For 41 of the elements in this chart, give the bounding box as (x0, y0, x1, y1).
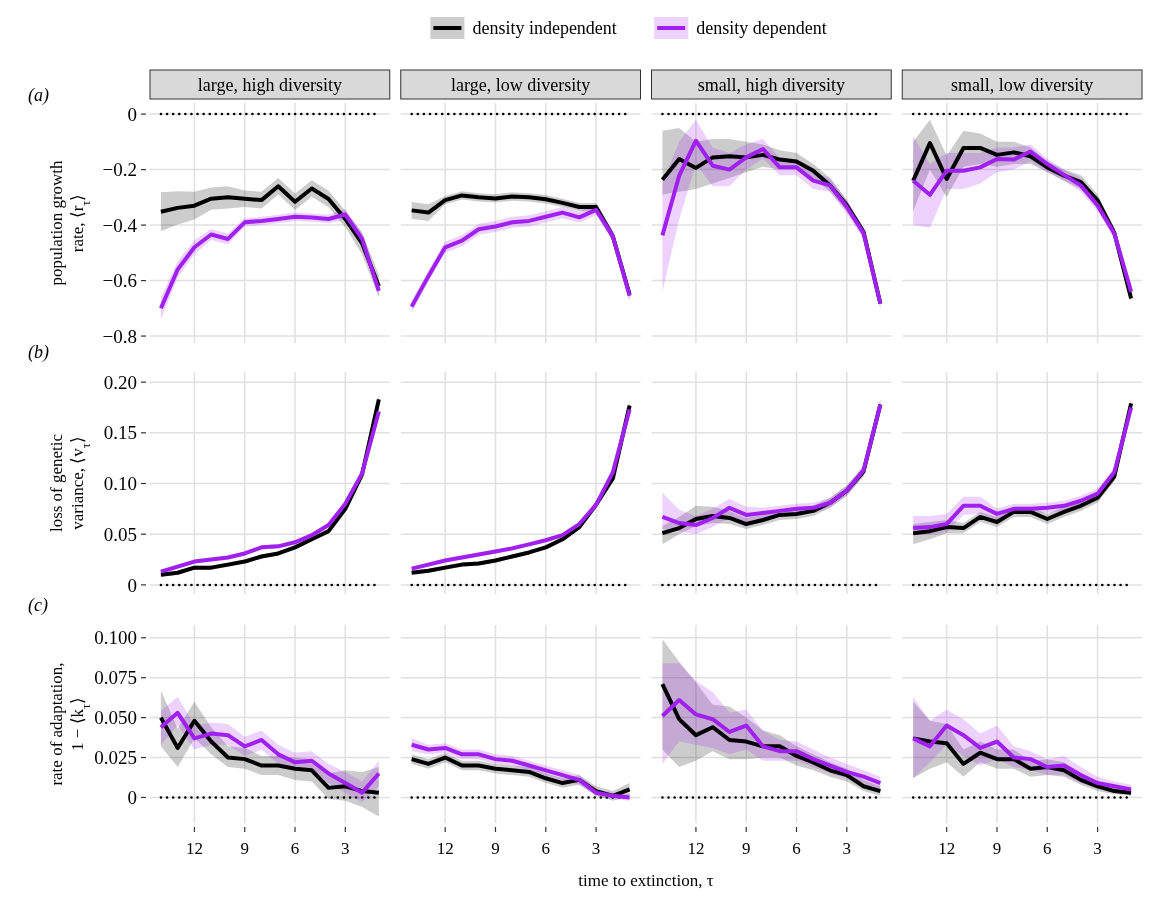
x-tick-label: 3 (842, 839, 852, 858)
text: (b) (28, 342, 49, 363)
y-tick-label: 0.10 (103, 473, 137, 495)
y-tick-label: 0.05 (103, 523, 137, 545)
chart-title: small, low diversity (950, 75, 1094, 95)
y-tick-label: 0.050 (94, 707, 137, 729)
x-tick-label: 3 (341, 839, 350, 858)
y-tick-label: 0 (127, 103, 137, 125)
y-tick-label: −0.4 (102, 214, 138, 236)
y-tick-label: −0.8 (102, 325, 137, 347)
text: (a) (28, 85, 49, 106)
chart-title: large, low diversity (451, 75, 591, 95)
y-tick-label: −0.2 (102, 159, 137, 181)
x-tick-label: 6 (1043, 839, 1052, 858)
text: (c) (28, 595, 48, 616)
x-tick-label: 9 (491, 839, 500, 858)
y-tick-label: 0.075 (94, 667, 137, 689)
x-tick-label: 9 (741, 839, 751, 858)
x-tick-label: 12 (436, 839, 454, 858)
x-tick-label: 9 (992, 839, 1002, 858)
y-tick-label: 0.15 (103, 422, 137, 444)
x-axis-title: time to extinction, τ (578, 871, 714, 890)
y-tick-label: 0 (127, 787, 137, 809)
x-tick-label: 3 (591, 839, 601, 858)
y-tick-label: 0.025 (94, 747, 137, 769)
x-tick-label: 6 (792, 839, 801, 858)
x-tick-label: 6 (290, 839, 300, 858)
chart-title: small, high diversity (697, 75, 846, 95)
y-tick-label: 0.20 (103, 371, 137, 393)
x-tick-label: 3 (1093, 839, 1102, 858)
x-tick-label: 6 (541, 839, 551, 858)
chart-title: large, high diversity (197, 75, 342, 95)
x-tick-label: 9 (240, 839, 249, 858)
y-tick-label: 0.100 (94, 627, 137, 649)
x-tick-label: 12 (938, 839, 956, 858)
y-tick-label: 0 (127, 574, 137, 596)
legend-label: density independent (472, 18, 617, 39)
x-tick-label: 12 (185, 839, 203, 858)
legend-label: density dependent (696, 18, 827, 39)
x-tick-label: 12 (687, 839, 705, 858)
y-tick-label: −0.6 (102, 270, 137, 292)
